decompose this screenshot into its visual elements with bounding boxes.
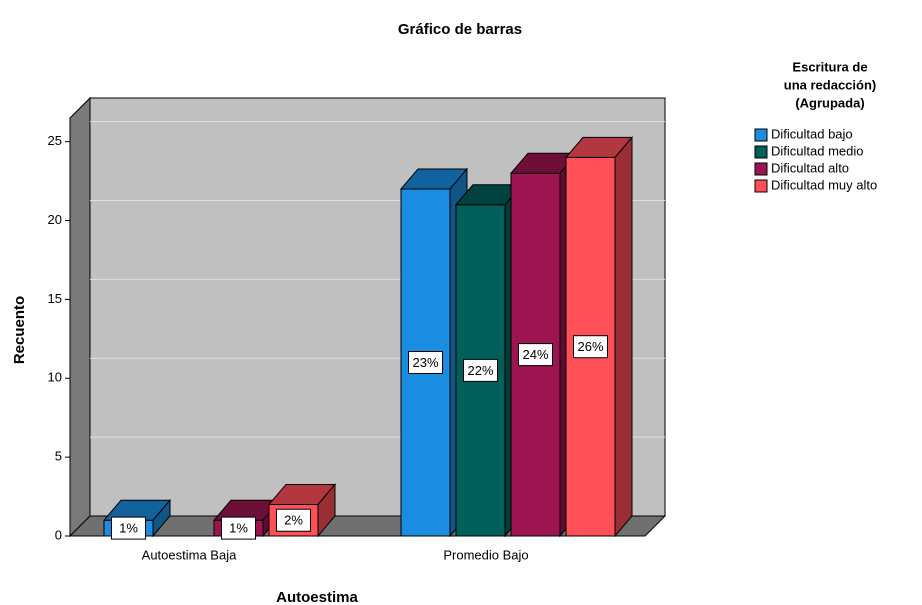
x-axis-label: Autoestima <box>276 589 358 605</box>
legend-label: Dificultad medio <box>771 143 864 158</box>
value-label: 26% <box>577 339 603 354</box>
legend-swatch <box>754 145 768 159</box>
value-label: 24% <box>522 347 548 362</box>
value-label-box <box>518 343 553 367</box>
value-label-box <box>221 516 256 540</box>
legend-swatch <box>754 128 768 142</box>
y-tick-label: 15 <box>48 291 62 306</box>
y-tick-label: 10 <box>48 370 62 385</box>
value-label: 1% <box>119 521 138 536</box>
legend-swatch <box>754 179 768 193</box>
value-label-box <box>573 335 608 359</box>
y-tick-label: 0 <box>55 527 62 542</box>
value-label: 23% <box>412 355 438 370</box>
y-axis-label: Recuento <box>11 296 28 364</box>
value-label-box <box>408 350 443 374</box>
bar-side <box>152 498 171 538</box>
value-label: 2% <box>284 513 303 528</box>
bar-side <box>317 483 336 538</box>
legend-title: Escritura de <box>792 59 867 74</box>
legend-swatch <box>754 162 768 176</box>
bar-side <box>614 136 633 538</box>
y-tick-label: 5 <box>55 449 62 464</box>
value-label-box <box>463 358 498 382</box>
legend-label: Dificultad bajo <box>771 126 853 141</box>
y-tick-label: 20 <box>48 212 62 227</box>
x-tick-label: Autoestima Baja <box>142 547 237 562</box>
value-label-box <box>111 516 146 540</box>
legend-title: (Agrupada) <box>795 95 864 110</box>
value-label: 1% <box>229 521 248 536</box>
legend-title: una redacción) <box>784 77 876 92</box>
x-tick-label: Promedio Bajo <box>443 547 528 562</box>
chart-title: Gráfico de barras <box>398 21 522 38</box>
value-label-box <box>276 508 311 532</box>
side-wall <box>69 96 91 538</box>
legend-label: Dificultad muy alto <box>771 177 877 192</box>
legend-label: Dificultad alto <box>771 160 849 175</box>
y-tick-label: 25 <box>48 133 62 148</box>
value-label: 22% <box>467 363 493 378</box>
